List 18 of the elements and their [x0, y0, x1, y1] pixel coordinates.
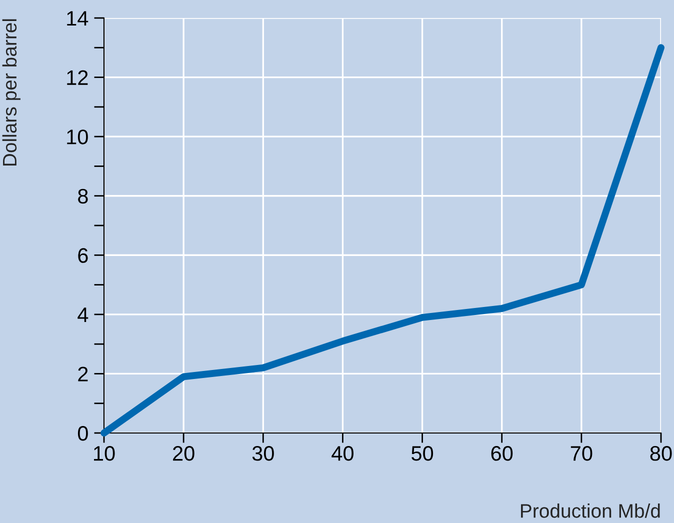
y-tick-label: 4 [78, 308, 88, 322]
y-tick-label: 0 [78, 426, 88, 441]
x-tick-label: 50 [412, 446, 434, 461]
x-tick-label: 30 [252, 446, 274, 461]
y-tick-label: 10 [67, 130, 88, 144]
y-tick-label: 2 [78, 366, 88, 382]
y-axis-title: Dollars per barrel [2, 19, 20, 166]
x-tick-label: 40 [332, 446, 354, 461]
x-tick-label: 20 [173, 446, 194, 461]
y-tick-label: 8 [78, 188, 88, 204]
x-axis-title: Production Mb/d [521, 504, 660, 518]
x-tick-label: 80 [650, 446, 672, 461]
x-tick-label: 10 [94, 446, 115, 461]
y-tick-label: 14 [67, 11, 88, 26]
y-tick-label: 6 [78, 248, 88, 263]
x-tick-label: 70 [570, 446, 592, 461]
x-tick-label: 60 [491, 446, 513, 461]
y-tick-label: 12 [67, 70, 88, 85]
